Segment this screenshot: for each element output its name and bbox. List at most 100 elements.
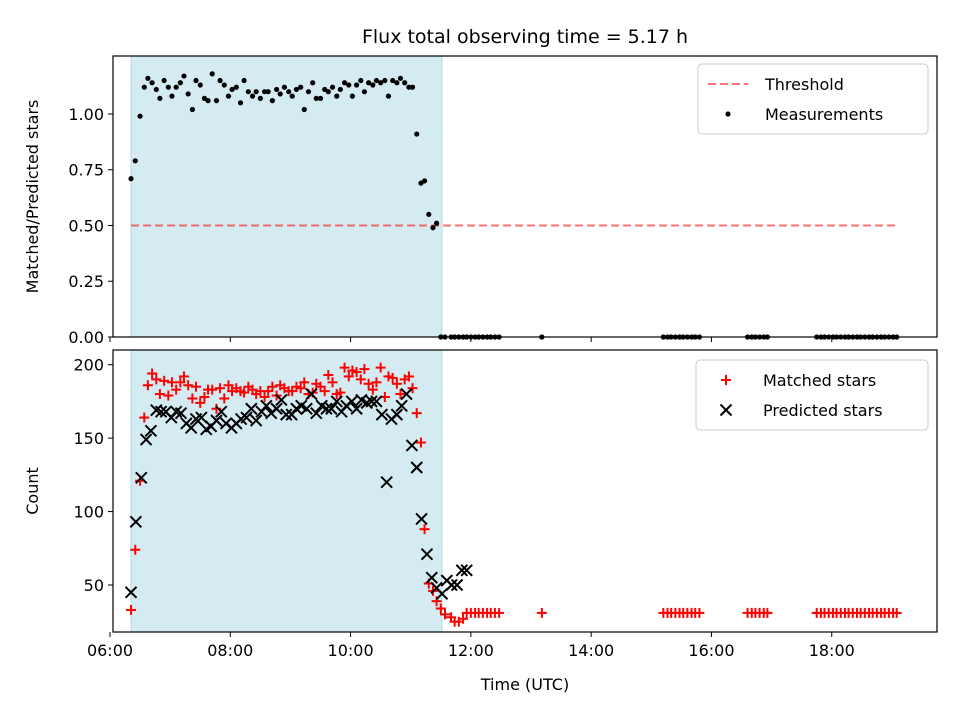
measurement-point — [257, 95, 263, 101]
measurement-point — [298, 84, 304, 90]
measurement-point — [273, 86, 280, 93]
y-tick-label: 0.75 — [68, 161, 104, 180]
predicted-star-point — [325, 402, 338, 415]
predicted-star-point — [445, 578, 458, 592]
measurement-point — [245, 89, 251, 95]
legend-threshold-label: Threshold — [764, 75, 844, 94]
legend-measurement-label: Measurements — [765, 105, 883, 124]
matched-star-point — [142, 380, 153, 391]
predicted-star-point — [270, 402, 283, 415]
measurement-point — [358, 77, 364, 84]
measurement-point — [313, 95, 319, 101]
matched-star-point — [694, 607, 705, 618]
matched-star-point — [339, 362, 350, 373]
measurement-point — [433, 220, 440, 226]
legend-predicted-label: Predicted stars — [763, 401, 883, 420]
legend-matched-swatch — [721, 375, 731, 385]
predicted-star-point — [184, 421, 198, 435]
measurement-point — [169, 93, 175, 99]
observing-window-shade — [130, 55, 443, 338]
predicted-star-point — [390, 408, 404, 421]
measurement-point — [209, 71, 215, 77]
matched-star-point — [130, 544, 141, 555]
predicted-star-point — [435, 587, 449, 601]
predicted-star-point — [310, 406, 323, 420]
measurement-point — [409, 84, 416, 90]
legend-matched-label: Matched stars — [763, 371, 876, 390]
measurement-point — [225, 93, 232, 99]
measurement-point — [361, 89, 368, 95]
measurement-point — [430, 225, 436, 231]
matched-star-point — [411, 408, 422, 419]
predicted-star-point — [135, 471, 148, 484]
matched-star-point — [299, 377, 310, 388]
matched-star-point — [403, 371, 414, 382]
matched-star-point — [536, 607, 547, 618]
matched-star-point — [267, 381, 278, 392]
ratio-axes-frame — [112, 55, 938, 338]
predicted-star-point — [129, 515, 143, 529]
count-ticks: 06:00 08:00 10:00 12:00 14:00 16:00 18:00 50 100… — [73, 356, 854, 660]
x-tick-label: 10:00 — [328, 641, 374, 660]
measurement-point — [269, 98, 275, 104]
measurement-point — [205, 98, 211, 104]
predicted-star-point — [410, 461, 423, 474]
predicted-star-point — [154, 405, 168, 418]
x-tick-label: 14:00 — [568, 641, 614, 660]
measurement-point — [346, 82, 352, 88]
measurement-point — [293, 86, 300, 93]
measurement-point — [193, 77, 199, 84]
predicted-star-point — [330, 395, 343, 408]
matched-star-point — [178, 371, 189, 382]
matched-star-point — [359, 364, 370, 375]
ratio-ylabel: Matched/Predicted stars — [23, 100, 42, 294]
predicted-star-point — [139, 433, 153, 446]
matched-star-point — [183, 380, 194, 391]
y-tick-label: 50 — [84, 576, 104, 595]
measurement-point — [173, 84, 179, 90]
measurement-point — [277, 91, 283, 97]
legend-predicted-swatch — [719, 403, 733, 417]
ratio-legend: Threshold Measurements — [697, 63, 929, 135]
matched-stars-points — [126, 362, 902, 627]
predicted-star-point — [395, 399, 408, 413]
measurement-point — [406, 84, 412, 90]
matched-star-point — [335, 387, 346, 398]
matched-star-point — [191, 381, 202, 392]
matched-star-point — [319, 386, 330, 397]
predicted-star-point — [365, 395, 378, 408]
measurement-point — [390, 77, 396, 84]
legend-box — [697, 63, 929, 135]
matched-star-point — [199, 392, 210, 402]
measurement-point — [305, 89, 312, 95]
matched-star-point — [435, 603, 446, 614]
matched-star-point — [219, 393, 230, 404]
measurement-point — [373, 77, 380, 84]
measurement-point — [141, 84, 147, 90]
measurement-point — [181, 73, 187, 79]
legend-measurement-swatch — [725, 111, 731, 117]
y-tick-label: 0.00 — [68, 328, 104, 347]
predicted-star-point — [350, 402, 363, 415]
matched-star-point — [195, 397, 206, 408]
matched-star-point — [147, 368, 158, 379]
predicted-star-point — [245, 402, 258, 415]
matched-star-point — [211, 403, 222, 414]
measurement-point — [402, 80, 408, 86]
measurement-point — [153, 86, 159, 93]
measurement-point — [229, 86, 235, 93]
predicted-star-point — [210, 414, 223, 427]
predicted-star-point — [174, 406, 188, 420]
matched-star-point — [419, 524, 430, 535]
measurement-point — [337, 86, 343, 93]
measurement-point — [414, 131, 420, 137]
y-tick-label: 150 — [73, 429, 104, 448]
matched-star-point — [159, 375, 170, 386]
matched-star-point — [171, 384, 182, 395]
matched-star-point — [151, 374, 162, 385]
matched-star-point — [355, 374, 366, 385]
x-tick-label: 08:00 — [207, 641, 253, 660]
predicted-star-point — [300, 402, 313, 415]
matched-star-point — [387, 372, 398, 383]
measurement-point — [366, 80, 372, 86]
